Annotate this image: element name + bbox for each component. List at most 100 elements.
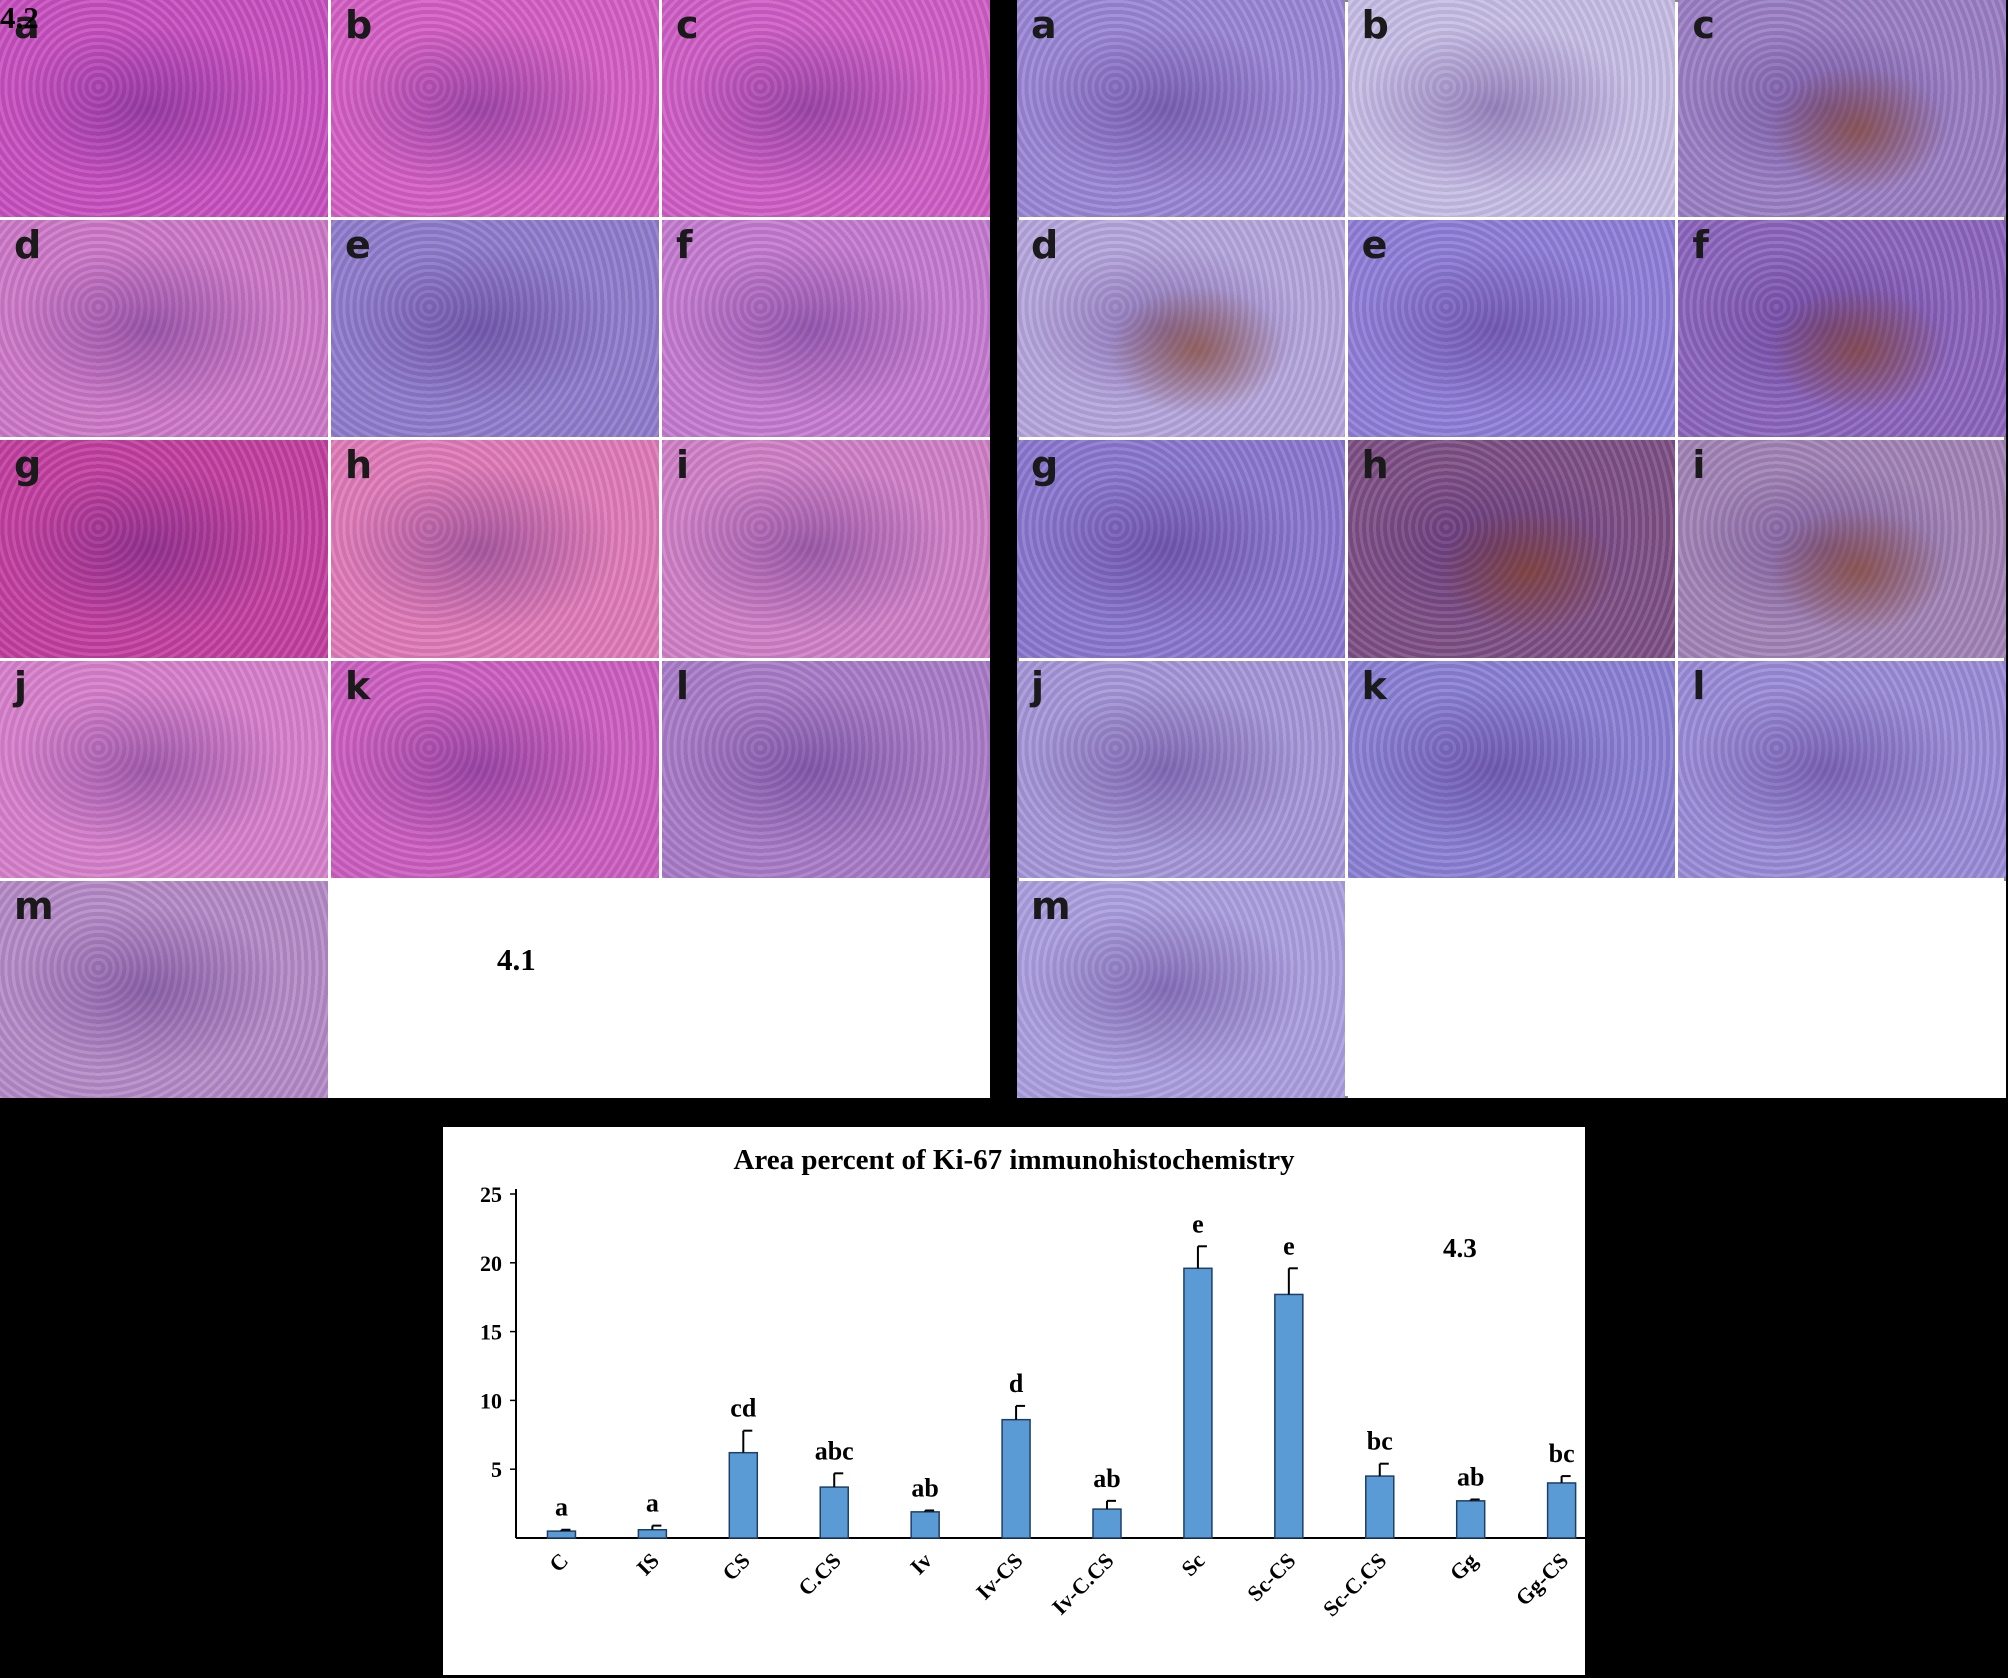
he-micrograph-b: b: [331, 0, 659, 218]
he-micrograph-d: d: [0, 220, 328, 438]
he-micrograph-i: i: [662, 440, 990, 658]
blank-area: [331, 880, 990, 1098]
ihc-micrograph-grid: a b c d e f g h i j k l m: [1017, 0, 2006, 1098]
y-tick-label: 25: [480, 1182, 502, 1207]
micrograph-label: g: [14, 443, 42, 488]
micrograph-label: a: [1031, 3, 1057, 47]
x-tick-label: Sc: [1176, 1548, 1209, 1581]
x-tick-label: C.CS: [793, 1548, 846, 1601]
he-micrograph-c: c: [662, 0, 990, 218]
micrograph-label: f: [676, 223, 693, 268]
ihc-micrograph-m: m: [1017, 880, 1345, 1098]
x-tick-label: Sc-CS: [1242, 1548, 1300, 1606]
micrograph-label: h: [345, 443, 373, 488]
ihc-micrograph-e: e: [1347, 220, 1676, 438]
he-micrograph-j: j: [0, 660, 328, 878]
panel-number-4-1: 4.1: [497, 942, 536, 977]
significance-letter: d: [1009, 1369, 1024, 1398]
blank-area: [1347, 880, 2006, 1098]
x-tick-label: C: [544, 1548, 573, 1577]
significance-letter: ab: [1457, 1462, 1484, 1491]
he-micrograph-a: a: [0, 0, 328, 218]
ihc-micrograph-a: a: [1017, 0, 1345, 218]
micrograph-label: b: [1361, 3, 1389, 47]
bar-IS: [637, 1528, 668, 1539]
micrograph-label: f: [1692, 223, 1709, 268]
ihc-micrograph-c: c: [1678, 0, 2006, 218]
he-micrograph-l: l: [662, 660, 990, 878]
micrograph-label: c: [1692, 3, 1715, 47]
micrograph-label: c: [676, 3, 699, 47]
significance-letter: bc: [1367, 1427, 1393, 1456]
ki67-bar-chart: Area percent of Ki-67 immunohistochemist…: [480, 1144, 1585, 1621]
significance-letter: a: [646, 1489, 659, 1518]
x-tick-label: Gg: [1445, 1548, 1483, 1586]
bar-Sc-C.CS: [1365, 1475, 1395, 1539]
micrograph-label: k: [1361, 663, 1387, 708]
he-micrograph-k: k: [331, 660, 659, 878]
y-tick-label: 15: [480, 1320, 502, 1345]
micrograph-label: d: [14, 223, 42, 268]
significance-letter: abc: [815, 1436, 854, 1465]
micrograph-label: j: [14, 663, 28, 708]
micrograph-label: j: [1031, 663, 1045, 708]
y-tick-label: 20: [480, 1251, 502, 1276]
significance-letter: e: [1192, 1209, 1204, 1238]
ihc-micrograph-d: d: [1017, 220, 1345, 438]
micrograph-label: i: [1692, 443, 1706, 488]
ihc-micrograph-g: g: [1017, 440, 1345, 658]
x-tick-label: Iv: [905, 1548, 937, 1580]
he-micrograph-e: e: [331, 220, 659, 438]
chart-panel-number: 4.3: [1443, 1233, 1477, 1263]
he-staining-panel: a b c d e f g h i j k l m 4.1: [0, 0, 990, 1098]
significance-letter: cd: [730, 1394, 757, 1423]
significance-letter: ab: [1093, 1464, 1120, 1493]
bar-Iv-CS: [1001, 1418, 1031, 1539]
bar-Gg: [1455, 1500, 1486, 1539]
micrograph-label: g: [1031, 443, 1059, 488]
ihc-staining-panel: a b c d e f g h i j k l m: [1017, 0, 2006, 1098]
x-tick-label: IS: [632, 1548, 664, 1580]
bar-C.CS: [819, 1486, 849, 1539]
bar-Iv: [910, 1511, 940, 1539]
micrograph-label: m: [14, 883, 54, 928]
bar-C: [546, 1530, 577, 1539]
x-tick-label: Iv-CS: [971, 1548, 1028, 1605]
he-micrograph-m: m: [0, 880, 328, 1098]
micrograph-label: b: [345, 3, 373, 47]
he-micrograph-g: g: [0, 440, 328, 658]
x-tick-label: Iv-C.CS: [1047, 1548, 1119, 1620]
bar-Sc-CS: [1274, 1293, 1304, 1539]
bar-Gg-CS: [1546, 1482, 1577, 1539]
y-tick-label: 5: [491, 1457, 502, 1482]
significance-letter: bc: [1549, 1439, 1575, 1468]
micrograph-label: a: [14, 3, 40, 47]
he-micrograph-h: h: [331, 440, 659, 658]
he-micrograph-grid: a b c d e f g h i j k l m: [0, 0, 990, 1098]
chart-title: Area percent of Ki-67 immunohistochemist…: [733, 1144, 1295, 1176]
micrograph-label: e: [1361, 223, 1388, 268]
x-tick-label: CS: [717, 1548, 755, 1586]
ihc-micrograph-b: b: [1347, 0, 1676, 218]
micrograph-label: h: [1361, 443, 1389, 488]
ihc-micrograph-k: k: [1347, 660, 1676, 878]
panel-number-4-2: 4.2: [0, 0, 39, 35]
ihc-micrograph-h: h: [1347, 440, 1676, 658]
he-micrograph-f: f: [662, 220, 990, 438]
bar-Iv-C.CS: [1092, 1508, 1122, 1539]
significance-letter: a: [555, 1493, 568, 1522]
significance-letter: e: [1283, 1231, 1295, 1260]
bar-CS: [728, 1451, 759, 1539]
micrograph-label: e: [345, 223, 371, 268]
ihc-micrograph-l: l: [1678, 660, 2006, 878]
ki67-bar-chart-panel: Area percent of Ki-67 immunohistochemist…: [443, 1127, 1585, 1675]
bar-Sc: [1183, 1267, 1213, 1539]
micrograph-label: d: [1031, 223, 1059, 268]
micrograph-label: k: [345, 663, 371, 708]
micrograph-label: l: [1692, 663, 1706, 708]
x-tick-label: Gg-CS: [1511, 1548, 1574, 1611]
micrograph-label: i: [676, 443, 690, 488]
micrograph-label: l: [676, 663, 690, 708]
micrograph-label: m: [1031, 883, 1071, 928]
ihc-micrograph-f: f: [1678, 220, 2006, 438]
